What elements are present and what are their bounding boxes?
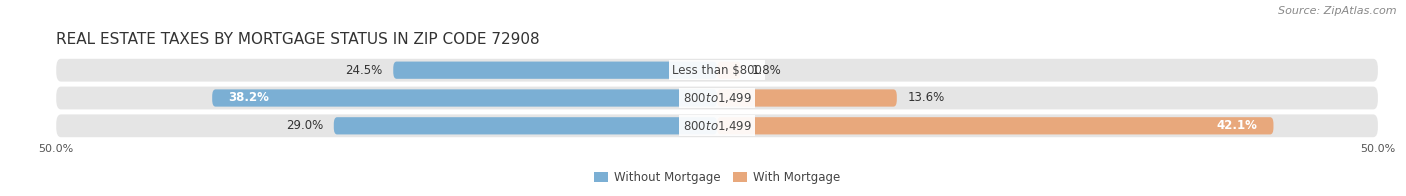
Text: 13.6%: 13.6% xyxy=(907,92,945,104)
FancyBboxPatch shape xyxy=(56,59,1378,82)
Text: 1.8%: 1.8% xyxy=(751,64,782,77)
Text: 38.2%: 38.2% xyxy=(228,92,269,104)
Text: 42.1%: 42.1% xyxy=(1216,119,1257,132)
FancyBboxPatch shape xyxy=(717,117,1274,134)
Text: 24.5%: 24.5% xyxy=(346,64,382,77)
FancyBboxPatch shape xyxy=(717,89,897,107)
FancyBboxPatch shape xyxy=(56,87,1378,109)
Text: REAL ESTATE TAXES BY MORTGAGE STATUS IN ZIP CODE 72908: REAL ESTATE TAXES BY MORTGAGE STATUS IN … xyxy=(56,32,540,47)
Text: $800 to $1,499: $800 to $1,499 xyxy=(682,119,752,133)
Text: 29.0%: 29.0% xyxy=(285,119,323,132)
FancyBboxPatch shape xyxy=(394,62,717,79)
Text: Source: ZipAtlas.com: Source: ZipAtlas.com xyxy=(1278,6,1396,16)
Text: Less than $800: Less than $800 xyxy=(672,64,762,77)
FancyBboxPatch shape xyxy=(717,62,741,79)
FancyBboxPatch shape xyxy=(56,114,1378,137)
FancyBboxPatch shape xyxy=(333,117,717,134)
Text: $800 to $1,499: $800 to $1,499 xyxy=(682,91,752,105)
Legend: Without Mortgage, With Mortgage: Without Mortgage, With Mortgage xyxy=(589,166,845,189)
FancyBboxPatch shape xyxy=(212,89,717,107)
